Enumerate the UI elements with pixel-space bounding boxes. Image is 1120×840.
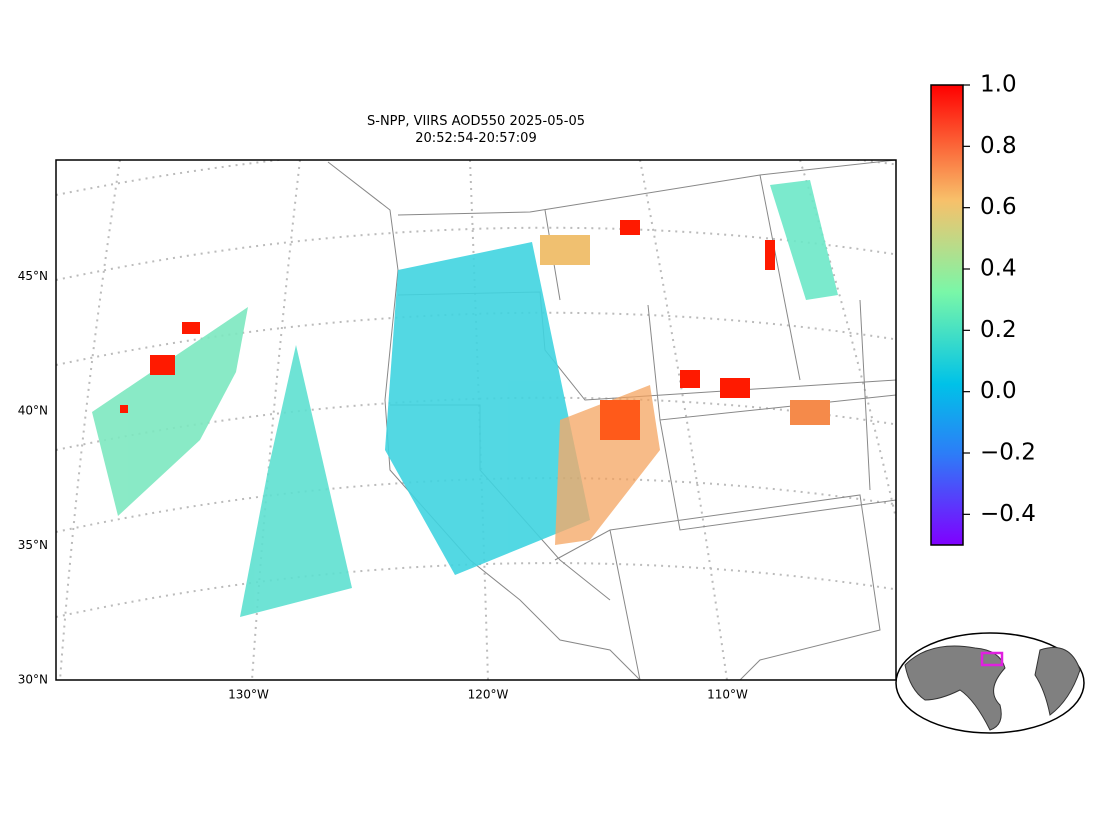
map-area (56, 160, 896, 680)
lon-tick-label: 110°W (707, 688, 748, 702)
lon-tick-label: 130°W (228, 688, 269, 702)
colorbar-tick-label: 1.0 (980, 72, 1017, 98)
colorbar-tick-label: 0.8 (980, 133, 1017, 159)
aod-hotspots (120, 220, 830, 440)
colorbar-ticks: 1.0 0.8 0.6 0.4 0.2 0.0 −0.2 −0.4 (963, 72, 1036, 527)
lat-tick-label: 35°N (18, 538, 48, 552)
lat-tick-label: 40°N (18, 404, 48, 418)
colorbar-tick-label: 0.0 (980, 378, 1017, 404)
inset-globe (895, 632, 1085, 734)
map-ticks: 45°N 40°N 35°N 30°N 130°W 120°W 110°W (18, 269, 748, 702)
colorbar-tick-label: 0.2 (980, 317, 1017, 343)
colorbar-tick-label: −0.2 (980, 440, 1036, 466)
lat-tick-label: 45°N (18, 269, 48, 283)
colorbar-tick-label: −0.4 (980, 501, 1036, 527)
map-frame (55, 159, 897, 681)
colorbar-tick-label: 0.6 (980, 194, 1017, 220)
colorbar (930, 84, 964, 546)
title-line: 20:52:54-20:57:09 (415, 131, 536, 146)
lon-tick-label: 120°W (468, 688, 509, 702)
colorbar-tick-label: 0.4 (980, 256, 1017, 282)
lat-tick-label: 30°N (18, 673, 48, 687)
aod-swaths (92, 180, 838, 617)
title-line: S-NPP, VIIRS AOD550 2025-05-05 (367, 114, 585, 129)
